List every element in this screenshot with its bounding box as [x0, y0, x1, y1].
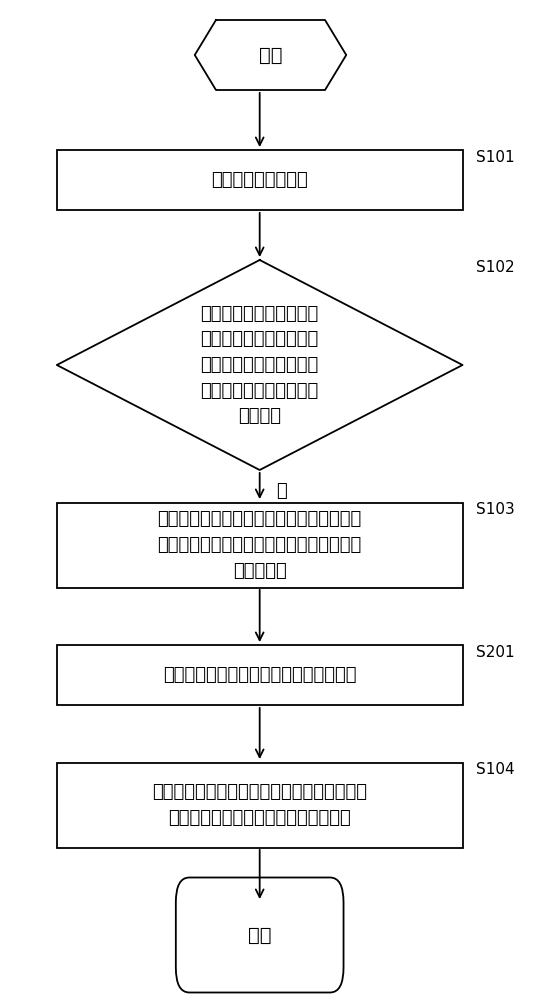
- Bar: [57, 645, 463, 705]
- FancyBboxPatch shape: [176, 878, 344, 992]
- Text: S103: S103: [476, 502, 515, 518]
- Text: 判断通信连接的各个分布
式光伏系统中是否存在预
设数量个分布式光伏系统
均需要进行掉电后的并网
恢复工作: 判断通信连接的各个分布 式光伏系统中是否存在预 设数量个分布式光伏系统 均需要进…: [201, 305, 319, 425]
- Polygon shape: [195, 20, 346, 90]
- Bar: [57, 762, 463, 848]
- Text: S102: S102: [476, 260, 514, 275]
- Text: 检测到线路恢复带电: 检测到线路恢复带电: [212, 171, 308, 189]
- Text: S104: S104: [476, 762, 514, 778]
- Bar: [57, 150, 463, 210]
- Text: S101: S101: [476, 150, 514, 165]
- Text: 按照预设并网顺序，确定自身所在分布式光
伏系统对应的送电位次，进而确定自身并网
延时的时间: 按照预设并网顺序，确定自身所在分布式光 伏系统对应的送电位次，进而确定自身并网 …: [157, 510, 362, 580]
- Text: 是: 是: [276, 482, 287, 500]
- Text: 开始: 开始: [259, 45, 282, 64]
- Polygon shape: [57, 260, 463, 470]
- Text: 根据时间基准对自身的时间进行对时校正: 根据时间基准对自身的时间进行对时校正: [163, 666, 357, 684]
- Text: 在并网延时的时间结束后，控制自身所在分布
式光伏系统的受控设备工作、恢复并网: 在并网延时的时间结束后，控制自身所在分布 式光伏系统的受控设备工作、恢复并网: [152, 783, 367, 827]
- Bar: [57, 502, 463, 587]
- Text: S201: S201: [476, 645, 514, 660]
- Text: 结束: 结束: [248, 926, 272, 944]
